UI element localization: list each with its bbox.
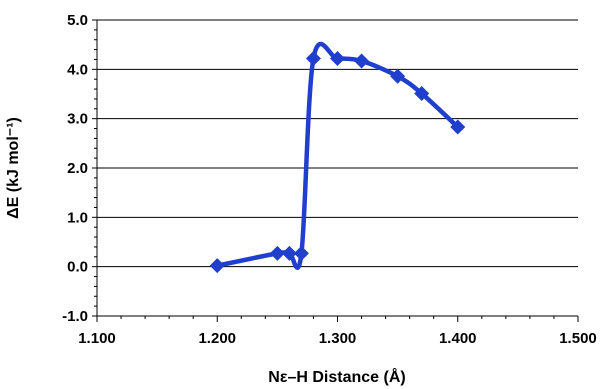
y-tick-label: 2.0: [67, 160, 88, 177]
data-point-marker: [209, 258, 225, 274]
data-point-marker: [330, 50, 345, 66]
x-tick-label: 1.300: [319, 330, 357, 347]
data-point-marker: [354, 53, 370, 69]
gridlines: [97, 19, 578, 268]
data-point-marker: [305, 50, 321, 66]
x-axis-title: Nε–H Distance (Å): [268, 367, 405, 386]
y-tick-label: 3.0: [67, 111, 88, 128]
y-tick-labels: -1.0 0.0 1.0 2.0 3.0 4.0 5.0: [62, 12, 88, 325]
x-tick-labels: 1.100 1.200 1.300 1.400 1.500: [78, 330, 597, 347]
y-tick-label: 4.0: [67, 61, 88, 78]
data-point-marker: [414, 86, 430, 102]
y-tick-label: 0.0: [67, 259, 88, 276]
data-point-marker: [281, 245, 297, 261]
y-tick-label: 5.0: [67, 12, 88, 29]
y-tick-label: 1.0: [67, 209, 88, 226]
y-axis-title: ΔE (kJ mol⁻¹): [5, 117, 22, 219]
series-line: [215, 41, 460, 271]
data-markers: [209, 50, 466, 274]
x-tick-label: 1.100: [78, 330, 116, 347]
data-point-marker: [293, 245, 309, 261]
y-tick-label: -1.0: [62, 308, 88, 325]
x-tick-label: 1.500: [559, 330, 597, 347]
data-point-marker: [269, 245, 285, 261]
data-series: [215, 41, 460, 271]
x-tick-label: 1.400: [439, 330, 477, 347]
tick-marks: [92, 19, 579, 322]
data-point-marker: [450, 119, 466, 135]
x-tick-label: 1.200: [198, 330, 236, 347]
data-point-marker: [390, 68, 406, 84]
